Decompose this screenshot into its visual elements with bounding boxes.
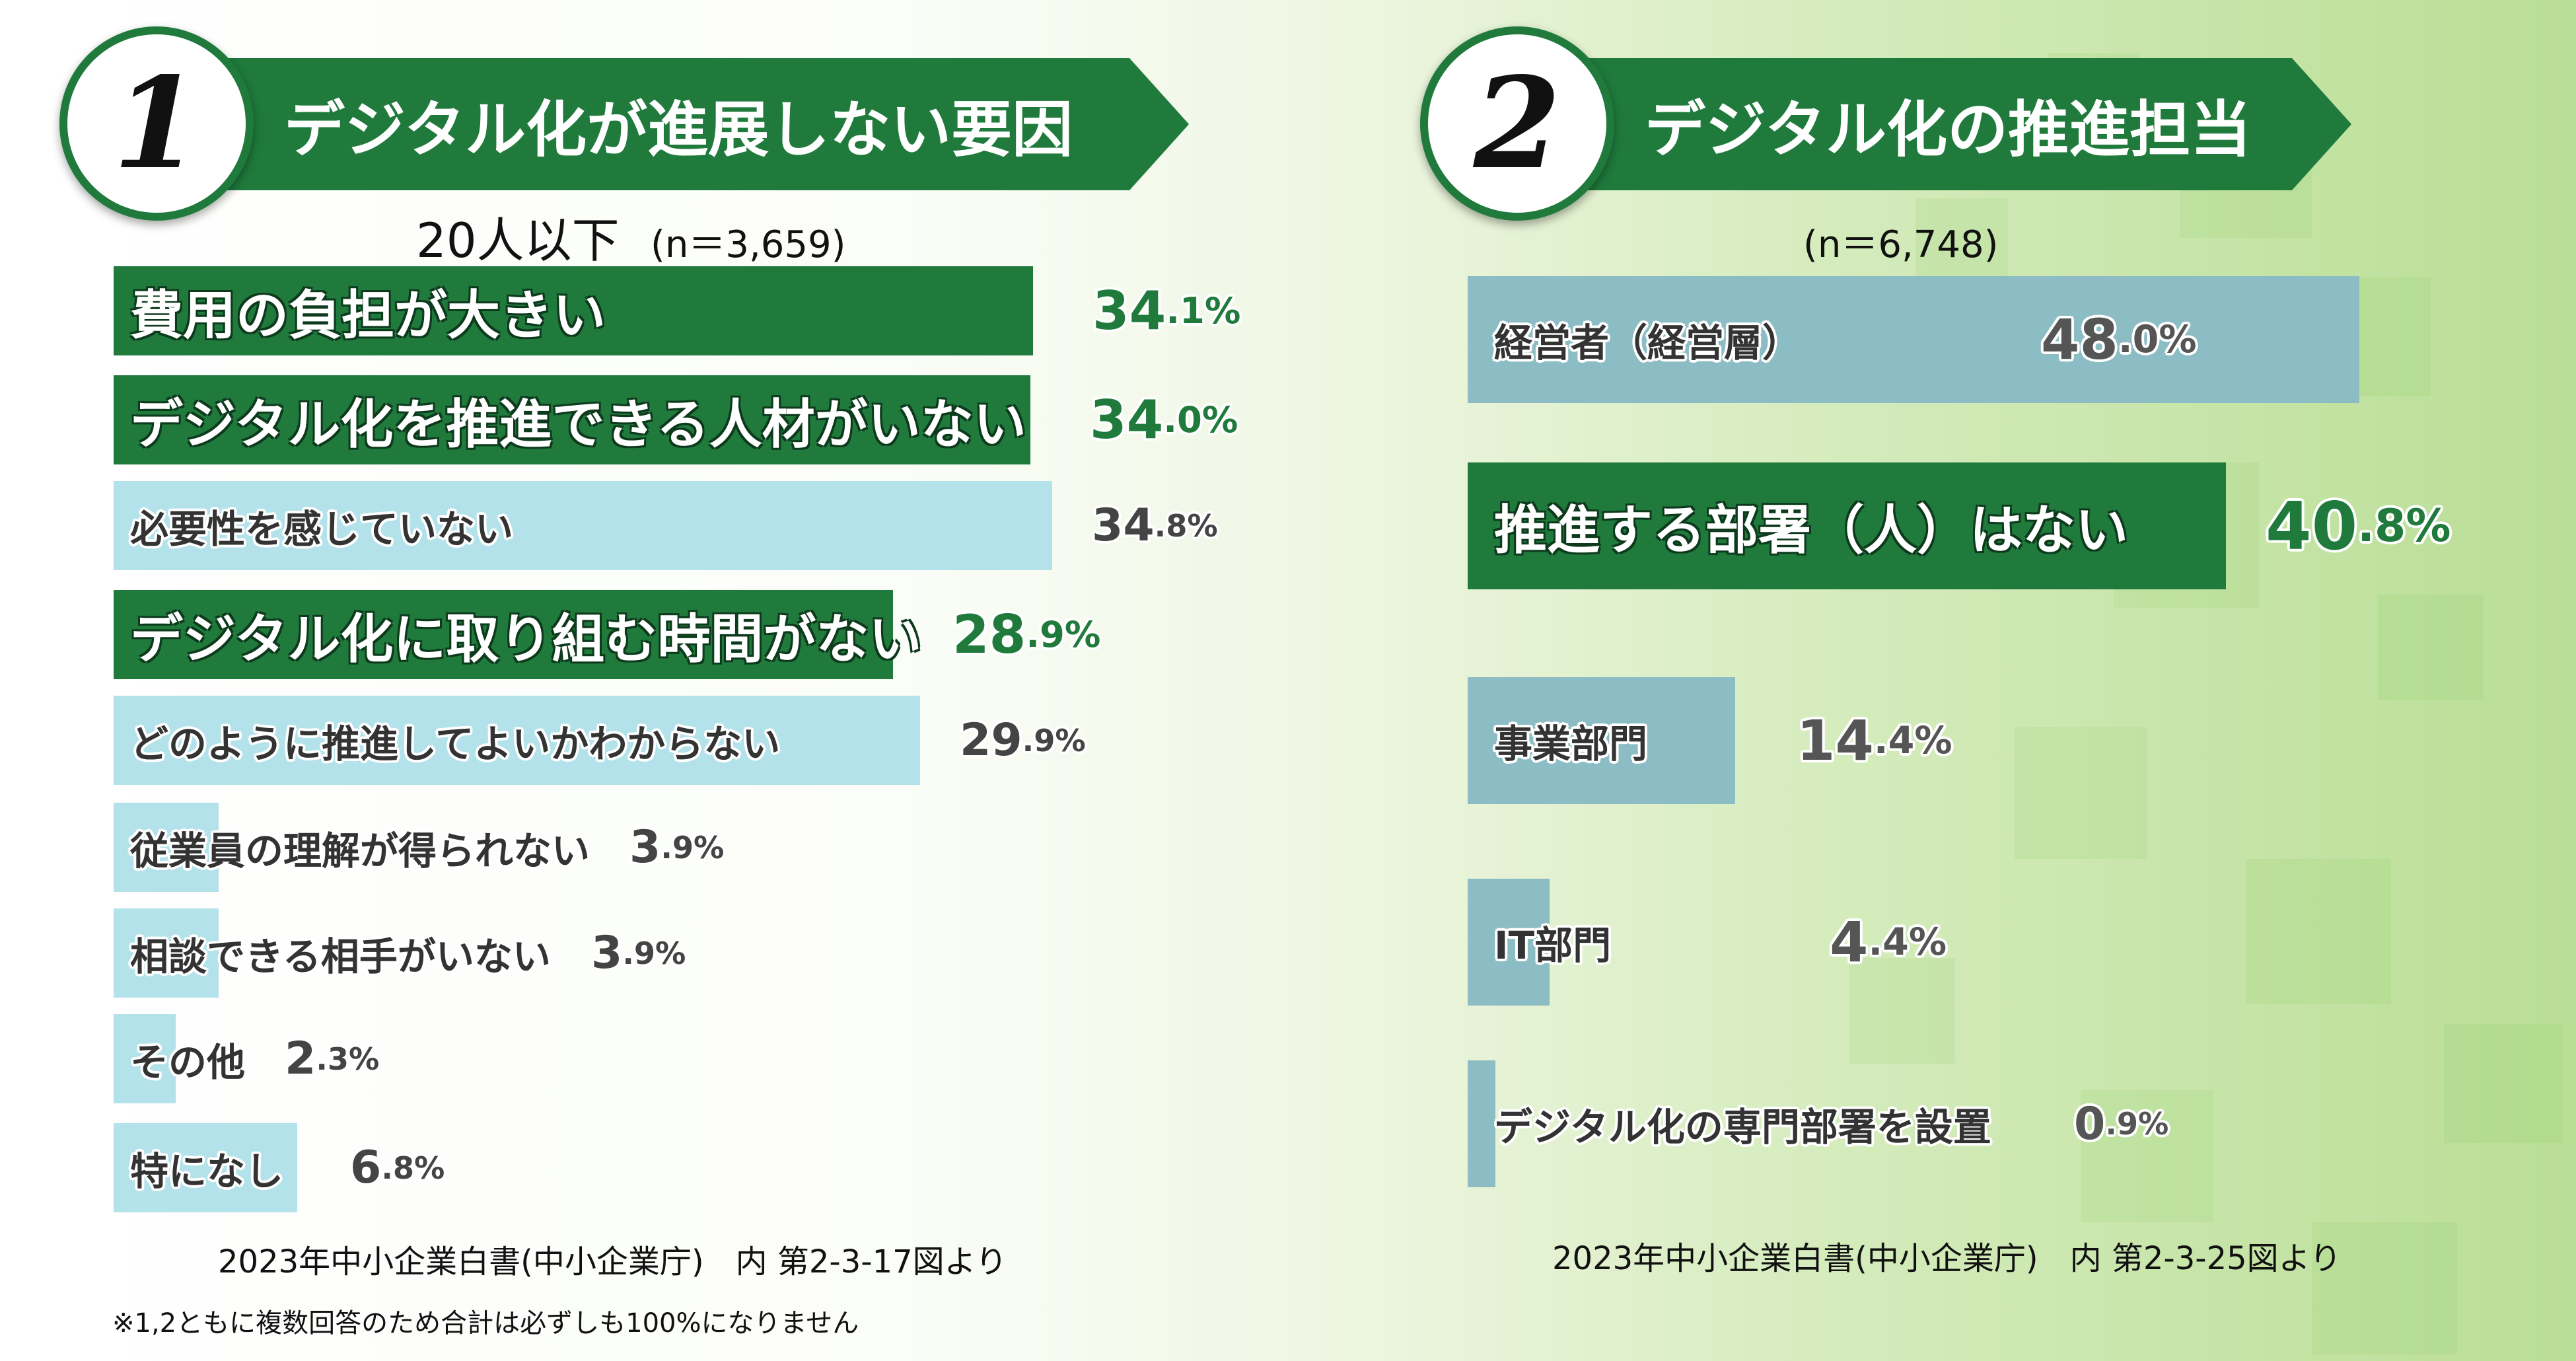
- bar-2: [114, 481, 1052, 570]
- category-label-2: 必要性を感じていない: [130, 506, 514, 552]
- category2-label-1: 推進する部署（人）はない: [1494, 499, 2128, 561]
- panel2-title: デジタル化の推進担当: [1645, 94, 2252, 165]
- value-label-p1-2: 34.8%: [1092, 499, 1218, 552]
- bar-8: [114, 1123, 297, 1212]
- panel2-source: 2023年中小企業白書(中小企業庁) 内 第2-3-25図より: [1552, 1240, 2342, 1277]
- bar-0: [114, 266, 1033, 355]
- category2-label-3: IT部門: [1494, 923, 1612, 968]
- bar-3: [114, 590, 893, 679]
- category-label-8: 特になし: [130, 1148, 284, 1194]
- value-label-p1-0: 34.1%: [1092, 280, 1241, 342]
- value-label-p2-4: 0.9%: [2074, 1097, 2169, 1150]
- value-label-p1-3: 28.9%: [952, 604, 1101, 665]
- value-label-p2-3: 4.4%: [1830, 910, 1947, 975]
- panel2-title-banner: デジタル化の推進担当: [1559, 58, 2351, 190]
- value-label-p1-1: 34.0%: [1090, 389, 1238, 451]
- category-label-0: 費用の負担が大きい: [130, 284, 606, 346]
- category-label-6: 相談できる相手がいない: [130, 934, 551, 979]
- category-label-3: デジタル化に取り組む時間がない: [130, 608, 922, 670]
- panel2-n-label: (n＝6,748): [1803, 223, 1999, 266]
- panel1-subtitle-group: 20人以下: [416, 213, 620, 268]
- panel1-source: 2023年中小企業白書(中小企業庁) 内 第2-3-17図より: [218, 1243, 1007, 1280]
- bar2-0: [1468, 276, 2359, 403]
- bar-7: [114, 1014, 176, 1103]
- panel2-number: 2: [1473, 50, 1561, 197]
- panel2-number-badge: 2: [1420, 26, 1614, 221]
- panel1-n-label: (n＝3,659): [651, 223, 846, 266]
- category2-label-0: 経営者（経営層）: [1494, 320, 1801, 365]
- category-label-4: どのように推進してよいかわからない: [130, 721, 781, 766]
- value-label-p1-7: 2.3%: [285, 1033, 380, 1085]
- value-label-p1-8: 6.8%: [350, 1142, 445, 1194]
- bar-4: [114, 696, 920, 785]
- value-label-p1-5: 3.9%: [629, 821, 725, 873]
- bar2-4: [1468, 1060, 1495, 1187]
- panel1-number-badge: 1: [59, 26, 254, 221]
- value-label-p1-6: 3.9%: [591, 927, 686, 979]
- category-label-1: デジタル化を推進できる人材がいない: [130, 393, 1026, 455]
- bar2-1: [1468, 462, 2226, 589]
- value-label-p1-4: 29.9%: [960, 714, 1086, 766]
- footnote: ※1,2ともに複数回答のため合計は必ずしも100%になりません: [112, 1308, 859, 1339]
- category2-label-4: デジタル化の専門部署を設置: [1494, 1105, 1991, 1150]
- panel1-title-banner: デジタル化が進展しない要因: [198, 58, 1189, 190]
- panel1-number: 1: [112, 50, 201, 197]
- value-label-p2-1: 40.8%: [2266, 487, 2451, 565]
- category-label-5: 従業員の理解が得られない: [130, 828, 590, 873]
- category-label-7: その他: [130, 1039, 246, 1085]
- value-label-p2-0: 48.0%: [2041, 307, 2197, 372]
- bar-1: [114, 375, 1030, 464]
- bar2-3: [1468, 879, 1550, 1006]
- value-label-p2-2: 14.4%: [1797, 708, 1952, 773]
- bar-5: [114, 803, 219, 892]
- category2-label-2: 事業部門: [1494, 721, 1648, 766]
- bar2-2: [1468, 677, 1735, 804]
- panel1-title: デジタル化が進展しない要因: [284, 94, 1073, 165]
- bar-6: [114, 908, 219, 998]
